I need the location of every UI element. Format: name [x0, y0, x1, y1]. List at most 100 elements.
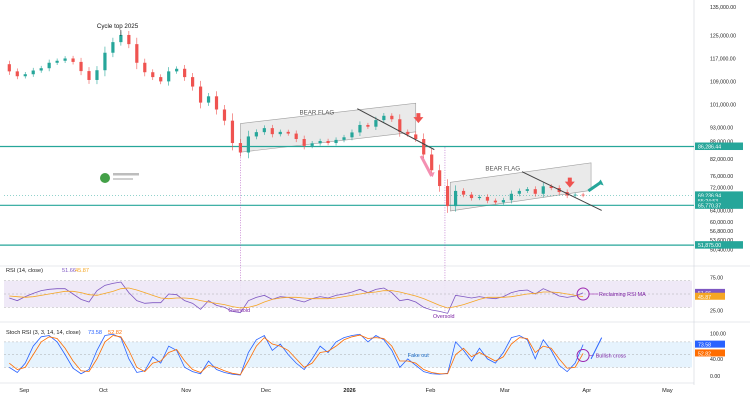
candle[interactable] — [15, 71, 19, 77]
candle[interactable] — [573, 194, 577, 196]
candle[interactable] — [278, 131, 282, 135]
price-tag — [695, 196, 743, 205]
candle[interactable] — [286, 131, 290, 134]
candle[interactable] — [246, 136, 250, 153]
candle[interactable] — [111, 42, 115, 53]
candle[interactable] — [206, 96, 211, 103]
bear-arrow-icon — [413, 113, 424, 124]
candle[interactable] — [55, 60, 59, 63]
candle[interactable] — [350, 132, 354, 138]
candle[interactable] — [262, 128, 266, 133]
stoch-y-tick-label: 0.00 — [710, 374, 720, 380]
candle[interactable] — [63, 58, 67, 61]
candle[interactable] — [79, 61, 83, 72]
candle[interactable] — [525, 189, 529, 191]
y-tick-label: 64,000.00 — [710, 208, 733, 214]
candle[interactable] — [581, 194, 585, 196]
price-tag-label: 51,875.00 — [698, 243, 721, 249]
fake-out-label: Fake out — [408, 353, 429, 359]
candle[interactable] — [453, 190, 458, 207]
candle[interactable] — [302, 139, 306, 146]
candle[interactable] — [47, 62, 51, 69]
bullish-cross-label: Bullish cross — [596, 353, 627, 359]
candle[interactable] — [326, 141, 330, 144]
candle[interactable] — [509, 193, 513, 201]
price-tag-label: 65,770.37 — [698, 203, 721, 209]
candle[interactable] — [23, 74, 27, 77]
stoch-y-tick-label: 100.00 — [710, 331, 726, 337]
candle[interactable] — [270, 128, 274, 135]
price-tag — [695, 191, 743, 199]
y-tick-label: 72,000.00 — [710, 185, 733, 191]
candle[interactable] — [382, 115, 386, 121]
candle[interactable] — [214, 96, 219, 110]
rsi-value-tag-label: 45.87 — [698, 295, 711, 301]
candle[interactable] — [493, 200, 498, 203]
x-tick-label: May — [662, 388, 673, 394]
candle[interactable] — [438, 170, 442, 187]
candle[interactable] — [549, 186, 553, 189]
candle[interactable] — [414, 134, 418, 140]
candle[interactable] — [366, 124, 370, 127]
candle[interactable] — [334, 139, 338, 144]
candle[interactable] — [191, 77, 195, 87]
candle[interactable] — [135, 44, 139, 63]
candle[interactable] — [71, 58, 75, 62]
candle[interactable] — [501, 200, 505, 203]
candle[interactable] — [127, 34, 131, 45]
candle[interactable] — [294, 133, 298, 140]
candle[interactable] — [422, 139, 426, 155]
rsi-y-tick-label: 25.00 — [710, 309, 723, 315]
candle[interactable] — [517, 190, 521, 194]
candle[interactable] — [533, 189, 537, 194]
price-tag — [695, 241, 743, 249]
candle[interactable] — [175, 68, 179, 72]
candle[interactable] — [461, 190, 466, 195]
candle[interactable] — [310, 143, 314, 146]
candle[interactable] — [31, 70, 35, 75]
candle[interactable] — [358, 124, 362, 133]
y-tick-label: 117,000.00 — [710, 56, 736, 62]
stoch-value-tag-label: 52.82 — [698, 351, 711, 357]
candle[interactable] — [198, 86, 203, 103]
candle[interactable] — [406, 131, 410, 135]
candle[interactable] — [222, 109, 227, 121]
candle[interactable] — [87, 71, 91, 80]
stoch-k-value: 73.58 — [88, 330, 102, 336]
candle[interactable] — [485, 196, 490, 201]
candle[interactable] — [469, 194, 474, 199]
candle[interactable] — [541, 186, 545, 194]
candle[interactable] — [398, 119, 402, 132]
candle[interactable] — [151, 72, 155, 78]
candle[interactable] — [159, 77, 163, 82]
candle[interactable] — [342, 137, 346, 140]
rsi-value-tag — [695, 288, 725, 296]
candle[interactable] — [477, 196, 482, 199]
candle[interactable] — [7, 64, 11, 72]
oversold-label: Oversold — [228, 308, 250, 314]
bearish-move-arrowhead-icon — [428, 172, 435, 178]
candle[interactable] — [103, 52, 107, 71]
candle[interactable] — [446, 186, 450, 207]
candle[interactable] — [95, 70, 99, 80]
x-tick-label: Sep — [19, 388, 29, 394]
stoch-y-tick-label: 40.00 — [710, 357, 723, 363]
bull-arrowhead-icon — [597, 179, 604, 186]
logo-wordmark — [113, 173, 139, 176]
candle[interactable] — [167, 71, 171, 82]
candle[interactable] — [230, 120, 235, 144]
candle[interactable] — [318, 141, 322, 144]
candle[interactable] — [254, 132, 258, 137]
trend-line — [521, 171, 602, 211]
candle[interactable] — [183, 68, 187, 78]
rsi-ma-value: 45.87 — [75, 268, 89, 274]
candle[interactable] — [143, 62, 147, 73]
candle[interactable] — [430, 154, 434, 171]
price-tag — [695, 201, 743, 209]
candle[interactable] — [119, 34, 123, 43]
x-tick-label: Oct — [99, 388, 108, 394]
candle[interactable] — [374, 120, 378, 127]
candle[interactable] — [39, 68, 43, 71]
candle[interactable] — [390, 115, 394, 120]
